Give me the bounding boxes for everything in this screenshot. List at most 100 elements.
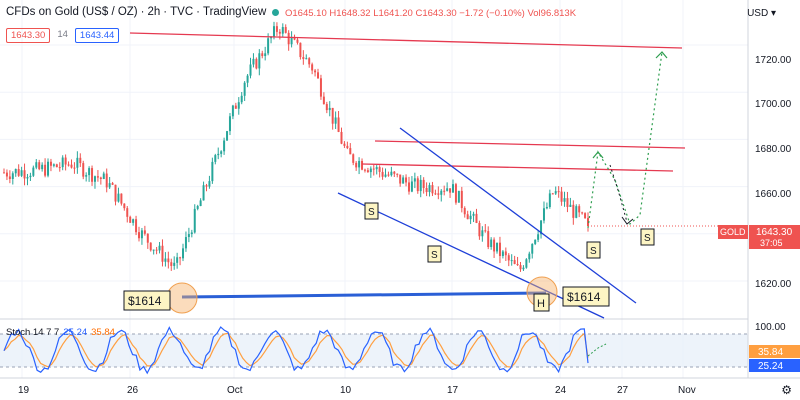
- candle-body: [38, 162, 41, 170]
- candle-body: [234, 105, 237, 109]
- time-label-oct: Oct: [227, 385, 243, 396]
- candle-body: [231, 105, 234, 117]
- candle-body: [302, 57, 305, 59]
- candle-body: [158, 245, 161, 251]
- symbol-name: CFDs on Gold (US$ / OZ): [6, 6, 138, 18]
- time-label-10: 10: [340, 385, 352, 396]
- projection-arrow-2: [655, 51, 668, 59]
- candle-body: [284, 27, 287, 33]
- candle-body: [105, 173, 108, 188]
- svg-text:S: S: [368, 207, 375, 218]
- candle-body: [343, 143, 346, 146]
- candle-body: [290, 37, 293, 45]
- candle-body: [472, 213, 475, 216]
- ask-price[interactable]: 1643.44: [74, 28, 120, 43]
- candle-body: [540, 220, 543, 235]
- settings-gear-icon[interactable]: ⚙: [781, 383, 792, 397]
- candle-body: [299, 42, 302, 58]
- stoch-legend[interactable]: Stoch 14 7 7 25.24 35.84: [6, 327, 115, 338]
- candle-body: [161, 245, 164, 262]
- candle-body: [537, 234, 540, 240]
- data-source: TVC: [170, 6, 194, 18]
- candle-body: [322, 96, 325, 105]
- resistance-line-low: [361, 163, 674, 172]
- candle-body: [287, 32, 290, 45]
- candle-body: [399, 174, 402, 184]
- candle-body: [548, 193, 551, 208]
- market-open-dot-icon: [272, 9, 279, 16]
- candle-body: [126, 208, 129, 217]
- candle-body: [152, 249, 155, 251]
- platform-name: TradingView: [202, 6, 267, 18]
- candle-body: [49, 161, 52, 166]
- candle-body: [346, 145, 349, 149]
- candle-body: [504, 251, 507, 256]
- candle-body: [393, 171, 396, 174]
- candle-body: [293, 37, 296, 40]
- candle-body: [205, 185, 208, 187]
- candle-body: [513, 260, 516, 264]
- candle-body: [190, 232, 193, 235]
- candle-body: [325, 104, 328, 111]
- candle-body: [384, 174, 387, 177]
- candle-body: [208, 181, 211, 187]
- support-line: [181, 291, 547, 299]
- candle-body: [328, 107, 331, 111]
- candle-body: [463, 208, 466, 215]
- candle-body: [11, 173, 14, 179]
- candle-body: [366, 170, 369, 173]
- candle-body: [422, 179, 425, 189]
- candle-body: [96, 176, 99, 178]
- candle-body: [305, 58, 308, 60]
- candle-body: [120, 193, 123, 204]
- candle-body: [587, 218, 589, 226]
- label-shoulder-3: S: [586, 241, 601, 259]
- stoch-k-line: [3, 326, 589, 375]
- channel-upper-line: [399, 127, 637, 304]
- stoch-k-badge: [749, 359, 800, 372]
- bid-price[interactable]: 1643.30: [6, 28, 51, 43]
- candle-body: [252, 58, 255, 65]
- candle-body: [396, 173, 399, 175]
- candle-body: [437, 193, 440, 195]
- candle-body: [375, 167, 378, 170]
- candle-body: [173, 262, 176, 266]
- candle-body: [572, 204, 575, 218]
- candle-body: [73, 167, 76, 169]
- label-support-left: $1614: [123, 290, 171, 311]
- candle-body: [363, 169, 366, 171]
- candle-body: [179, 257, 182, 259]
- candle-body: [26, 177, 29, 179]
- price-label-1720: 1720.00: [755, 55, 792, 66]
- candle-body: [258, 53, 261, 69]
- stoch-d-line: [3, 332, 589, 368]
- candle-body: [352, 154, 355, 163]
- svg-text:$1614: $1614: [128, 294, 162, 308]
- price-label-1700: 1700.00: [755, 99, 792, 110]
- candle-body: [135, 219, 138, 233]
- candle-body: [170, 262, 173, 266]
- candle-body: [428, 185, 431, 193]
- candle-body: [5, 172, 8, 177]
- candle-body: [267, 38, 270, 54]
- candle-body: [308, 58, 311, 65]
- candle-body: [569, 204, 572, 207]
- candle-body: [566, 198, 569, 207]
- time-label-17: 17: [447, 385, 459, 396]
- candle-body: [416, 178, 419, 192]
- projection-arrow-down: [621, 216, 634, 225]
- candle-body: [311, 64, 314, 71]
- candle-body: [155, 249, 158, 251]
- candle-body: [443, 190, 446, 192]
- candle-body: [47, 161, 50, 176]
- currency-selector[interactable]: USD ▾: [747, 8, 776, 19]
- candle-body: [223, 140, 226, 152]
- candle-body: [281, 27, 284, 34]
- candle-body: [425, 188, 428, 193]
- candle-body: [560, 191, 563, 202]
- symbol-header[interactable]: CFDs on Gold (US$ / OZ) · 2h · TVC · TradingVi…: [6, 6, 267, 18]
- candle-body: [14, 169, 17, 174]
- candle-body: [211, 161, 214, 182]
- candle-body: [32, 167, 35, 176]
